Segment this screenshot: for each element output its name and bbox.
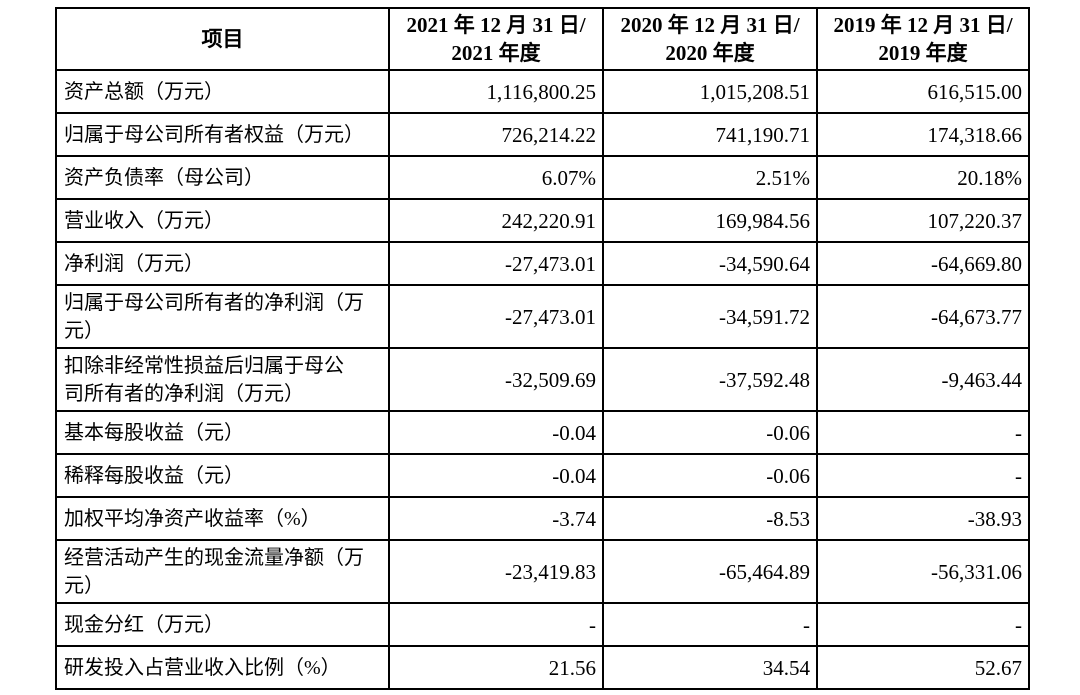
value-2020: -0.06: [602, 410, 818, 455]
value-2020: -37,592.48: [602, 347, 818, 412]
row-label: 现金分红（万元）: [55, 602, 390, 647]
value-2019: -64,673.77: [816, 284, 1030, 349]
row-label: 归属于母公司所有者权益（万元）: [55, 112, 390, 157]
value-2021: -32,509.69: [388, 347, 604, 412]
table-row-weighted-roe: 加权平均净资产收益率（%） -3.74 -8.53 -38.93: [55, 496, 1030, 541]
value-2021: 1,116,800.25: [388, 69, 604, 114]
value-2021: -: [388, 602, 604, 647]
row-label: 营业收入（万元）: [55, 198, 390, 243]
row-label: 加权平均净资产收益率（%）: [55, 496, 390, 541]
value-2020: 1,015,208.51: [602, 69, 818, 114]
value-2021: 726,214.22: [388, 112, 604, 157]
value-2020: 34.54: [602, 645, 818, 690]
row-label: 扣除非经常性损益后归属于母公 司所有者的净利润（万元）: [55, 347, 390, 412]
value-2019: 174,318.66: [816, 112, 1030, 157]
financial-summary-table: 项目 2021 年 12 月 31 日/ 2021 年度 2020 年 12 月…: [55, 7, 1030, 690]
value-2021: -27,473.01: [388, 241, 604, 286]
row-label: 净利润（万元）: [55, 241, 390, 286]
column-header-2021: 2021 年 12 月 31 日/ 2021 年度: [388, 7, 604, 71]
table-row-revenue: 营业收入（万元） 242,220.91 169,984.56 107,220.3…: [55, 198, 1030, 243]
table-row-diluted-eps: 稀释每股收益（元） -0.04 -0.06 -: [55, 453, 1030, 498]
value-2020: -34,591.72: [602, 284, 818, 349]
value-2021: -0.04: [388, 410, 604, 455]
value-2021: 6.07%: [388, 155, 604, 200]
value-2019: 107,220.37: [816, 198, 1030, 243]
value-2020: -: [602, 602, 818, 647]
value-2020: -34,590.64: [602, 241, 818, 286]
value-2020: -0.06: [602, 453, 818, 498]
value-2019: -: [816, 453, 1030, 498]
row-label: 经营活动产生的现金流量净额（万 元）: [55, 539, 390, 604]
value-2019: 52.67: [816, 645, 1030, 690]
table-row-operating-cash-flow: 经营活动产生的现金流量净额（万 元） -23,419.83 -65,464.89…: [55, 539, 1030, 604]
column-header-item: 项目: [55, 7, 390, 71]
row-label: 资产总额（万元）: [55, 69, 390, 114]
value-2019: -64,669.80: [816, 241, 1030, 286]
table-row-basic-eps: 基本每股收益（元） -0.04 -0.06 -: [55, 410, 1030, 455]
value-2019: -: [816, 602, 1030, 647]
table-row-net-profit: 净利润（万元） -27,473.01 -34,590.64 -64,669.80: [55, 241, 1030, 286]
table-row-parent-net-profit: 归属于母公司所有者的净利润（万 元） -27,473.01 -34,591.72…: [55, 284, 1030, 349]
value-2021: -3.74: [388, 496, 604, 541]
value-2019: -56,331.06: [816, 539, 1030, 604]
table-header-row: 项目 2021 年 12 月 31 日/ 2021 年度 2020 年 12 月…: [55, 7, 1030, 71]
value-2020: -65,464.89: [602, 539, 818, 604]
value-2021: 21.56: [388, 645, 604, 690]
table-row-debt-ratio: 资产负债率（母公司） 6.07% 2.51% 20.18%: [55, 155, 1030, 200]
table-row-deducted-net-profit: 扣除非经常性损益后归属于母公 司所有者的净利润（万元） -32,509.69 -…: [55, 347, 1030, 412]
table-row-rd-ratio: 研发投入占营业收入比例（%） 21.56 34.54 52.67: [55, 645, 1030, 690]
table-row-parent-equity: 归属于母公司所有者权益（万元） 726,214.22 741,190.71 17…: [55, 112, 1030, 157]
value-2019: -38.93: [816, 496, 1030, 541]
value-2019: 616,515.00: [816, 69, 1030, 114]
row-label: 资产负债率（母公司）: [55, 155, 390, 200]
value-2020: 169,984.56: [602, 198, 818, 243]
row-label: 研发投入占营业收入比例（%）: [55, 645, 390, 690]
table-row-cash-dividend: 现金分红（万元） - - -: [55, 602, 1030, 647]
column-header-2020: 2020 年 12 月 31 日/ 2020 年度: [602, 7, 818, 71]
value-2020: 741,190.71: [602, 112, 818, 157]
value-2019: 20.18%: [816, 155, 1030, 200]
value-2021: -23,419.83: [388, 539, 604, 604]
row-label: 基本每股收益（元）: [55, 410, 390, 455]
value-2019: -: [816, 410, 1030, 455]
value-2021: -0.04: [388, 453, 604, 498]
value-2020: 2.51%: [602, 155, 818, 200]
row-label: 归属于母公司所有者的净利润（万 元）: [55, 284, 390, 349]
value-2020: -8.53: [602, 496, 818, 541]
value-2021: -27,473.01: [388, 284, 604, 349]
column-header-2019: 2019 年 12 月 31 日/ 2019 年度: [816, 7, 1030, 71]
value-2021: 242,220.91: [388, 198, 604, 243]
value-2019: -9,463.44: [816, 347, 1030, 412]
table-row-total-assets: 资产总额（万元） 1,116,800.25 1,015,208.51 616,5…: [55, 69, 1030, 114]
row-label: 稀释每股收益（元）: [55, 453, 390, 498]
